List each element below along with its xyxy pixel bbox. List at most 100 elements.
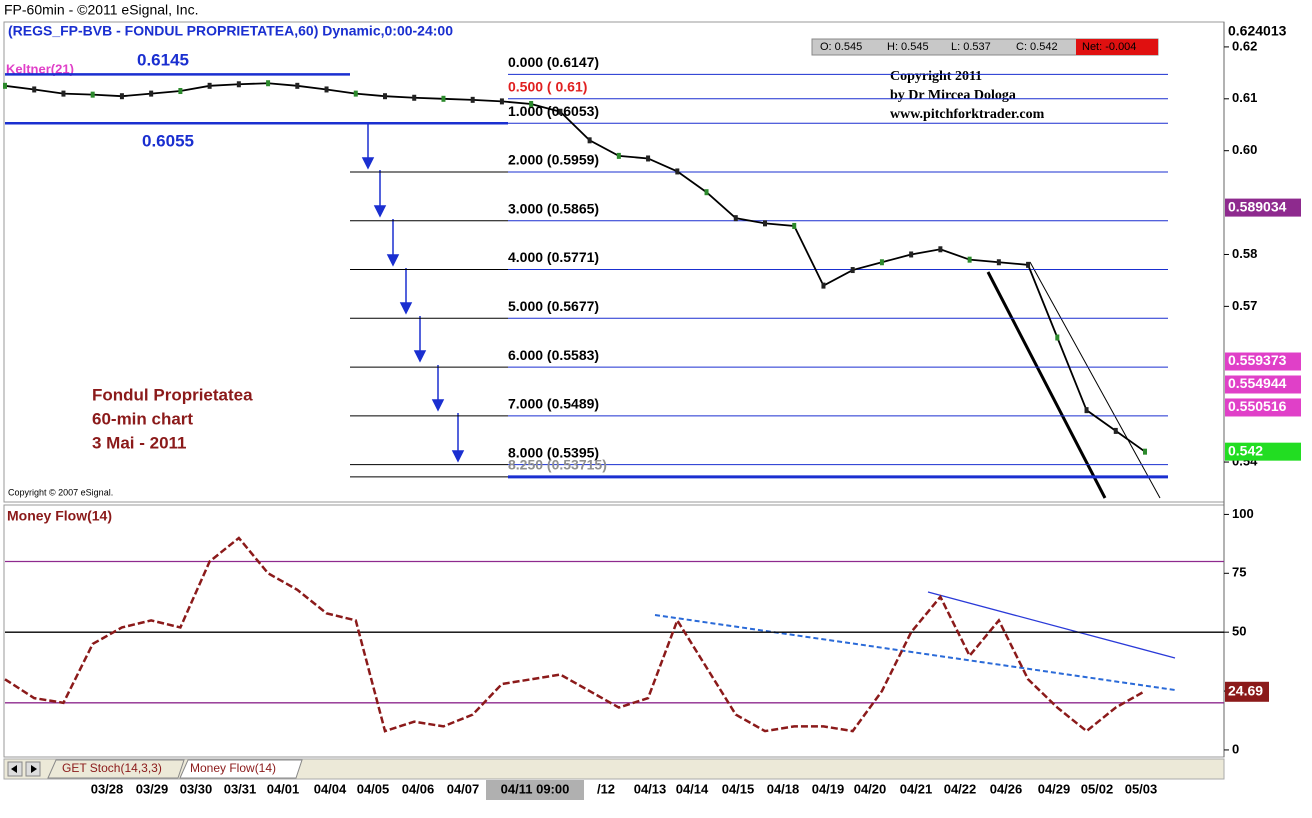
x-tick-label: 04/11 09:00 — [501, 781, 570, 796]
candle — [295, 82, 300, 89]
tab-label[interactable]: GET Stoch(14,3,3) — [62, 761, 162, 775]
fib-label: 7.000 (0.5489) — [508, 396, 599, 412]
x-tick-label: 04/26 — [990, 781, 1023, 796]
candle — [587, 137, 592, 144]
candle — [646, 155, 651, 162]
x-tick-label: 04/20 — [854, 781, 887, 796]
price-marker-box — [1225, 198, 1301, 217]
candle — [149, 90, 154, 97]
top-price: 0.624013 — [1228, 23, 1287, 39]
net-box — [1076, 39, 1158, 55]
candle — [704, 189, 709, 196]
candle — [470, 96, 475, 103]
x-tick-label: 03/31 — [224, 781, 257, 796]
range-low: 0.6055 — [142, 131, 194, 150]
x-tick-label: 04/19 — [812, 781, 845, 796]
indicator-label: Keltner(21) — [6, 61, 74, 76]
candle — [383, 93, 387, 100]
mf-title: Money Flow(14) — [7, 508, 112, 524]
x-tick-label: 04/01 — [267, 781, 300, 796]
candle — [1143, 448, 1147, 455]
candle — [850, 267, 855, 274]
x-tick-label: /12 — [597, 781, 615, 796]
y-tick-label: 50 — [1232, 624, 1246, 639]
x-tick-label: 04/05 — [357, 781, 390, 796]
y-tick-label: 100 — [1232, 506, 1254, 521]
x-tick-label: 04/15 — [722, 781, 755, 796]
candle — [529, 100, 534, 107]
copyright-line: www.pitchforktrader.com — [890, 107, 1045, 122]
annotation: Fondul Proprietatea — [92, 385, 253, 404]
y-tick-label: 0.61 — [1232, 90, 1257, 105]
x-tick-label: 03/29 — [136, 781, 169, 796]
candle — [441, 95, 446, 102]
candle — [733, 215, 738, 222]
candle — [1055, 334, 1060, 341]
trend-line — [986, 271, 1107, 499]
mf-last-box — [1225, 681, 1269, 702]
top-price-box — [1225, 24, 1303, 40]
x-tick-label: 04/22 — [944, 781, 977, 796]
price-marker: 0.550516 — [1228, 398, 1287, 414]
fib-label: 6.000 (0.5583) — [508, 347, 599, 363]
candle — [32, 86, 37, 93]
y-tick-label: 0.60 — [1232, 142, 1257, 157]
mf-last: 24.69 — [1228, 682, 1263, 698]
ohlc-net: Net: -0.004 — [1082, 41, 1136, 53]
y-tick-label: 75 — [1232, 565, 1246, 580]
ohlc-high: H: 0.545 — [887, 41, 929, 53]
range-high: 0.6145 — [137, 50, 189, 69]
candle — [207, 82, 212, 89]
y-tick-label: 0.57 — [1232, 298, 1257, 313]
candle — [558, 108, 563, 115]
price-line — [4, 82, 1146, 453]
candle — [909, 251, 914, 258]
window-title: FP-60min - ©2011 eSignal, Inc. — [4, 2, 198, 18]
tab[interactable] — [47, 759, 185, 779]
candle — [353, 90, 358, 97]
candle — [119, 93, 124, 100]
candle — [967, 256, 972, 263]
price-marker: 0.589034 — [1228, 198, 1287, 214]
price-marker-box — [1225, 398, 1301, 417]
candle — [763, 220, 767, 227]
cursor-date-box — [486, 780, 584, 800]
x-tick-label: 04/06 — [402, 781, 435, 796]
candle — [792, 222, 797, 229]
fib-label: 5.000 (0.5677) — [508, 298, 599, 314]
fib-label: 8.250 (0.53715) — [508, 457, 607, 473]
tab-bar — [3, 758, 1225, 780]
annotation: 3 Mai - 2011 — [92, 433, 187, 452]
vendor-note: Copyright © 2007 eSignal. — [8, 487, 113, 497]
copyright-line: by Dr Mircea Dologa — [890, 88, 1016, 103]
x-tick-label: 05/03 — [1125, 781, 1158, 796]
ohlc-close: C: 0.542 — [1016, 41, 1058, 53]
symbol-title: (REGS_FP-BVB - FONDUL PROPRIETATEA,60) D… — [8, 23, 453, 39]
price-marker: 0.554944 — [1228, 375, 1287, 391]
tab-active[interactable] — [179, 759, 303, 779]
candle — [90, 91, 95, 98]
candle — [324, 86, 329, 93]
x-tick-label: 04/13 — [634, 781, 667, 796]
mf-line — [4, 536, 1146, 733]
tab-label[interactable]: Money Flow(14) — [190, 761, 276, 775]
trend-line — [1029, 261, 1161, 499]
x-tick-label: 03/28 — [91, 781, 124, 796]
price-marker: 0.559373 — [1228, 352, 1287, 368]
candle — [412, 94, 417, 101]
arrows — [361, 123, 465, 463]
copyright-line: Copyright 2011 — [890, 69, 982, 84]
candle — [178, 88, 183, 95]
x-tick-label: 04/14 — [676, 781, 709, 796]
ohlc-low: L: 0.537 — [951, 41, 991, 53]
price-marker-box — [1225, 442, 1301, 461]
candle — [616, 152, 621, 159]
y-tick-label: 0.62 — [1232, 38, 1257, 53]
candle — [266, 80, 271, 87]
price-marker: 0.542 — [1228, 442, 1263, 458]
fib-label: 0.000 (0.6147) — [508, 54, 599, 70]
mf-trend-line — [927, 591, 1176, 659]
x-tick-label: 04/04 — [314, 781, 347, 796]
y-tick-label: 0 — [1232, 741, 1239, 756]
